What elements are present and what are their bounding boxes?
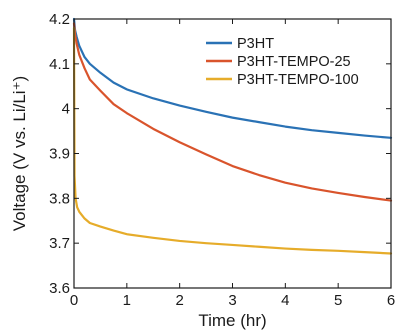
y-tick-label: 3.8 [49, 190, 70, 207]
legend-label-2: P3HT-TEMPO-25 [237, 54, 351, 70]
legend-label-1: P3HT [237, 36, 274, 52]
series-line-2 [72, 22, 393, 202]
x-axis-title: Time (hr) [198, 311, 266, 330]
ticks-layer: 0 1 2 3 4 5 6 3.6 3.7 3.8 3.9 4 4.1 4.2 [49, 11, 395, 309]
series-layer [72, 17, 393, 255]
legend: P3HT P3HT-TEMPO-25 P3HT-TEMPO-100 [206, 36, 359, 88]
x-tick-label: 3 [228, 292, 236, 309]
legend-label-3: P3HT-TEMPO-100 [237, 72, 359, 88]
x-tick-label: 6 [387, 292, 395, 309]
x-tick-label: 1 [123, 292, 131, 309]
series-line-1 [72, 17, 393, 139]
y-axis-title: Voltage (V vs. Li/Li⁺) [10, 76, 29, 231]
y-tick-label: 4.2 [49, 11, 70, 28]
x-tick-label: 0 [70, 292, 78, 309]
y-tick-label: 4.1 [49, 56, 70, 73]
y-tick-label: 4 [62, 101, 70, 118]
x-tick-label: 5 [334, 292, 342, 309]
y-tick-label: 3.7 [49, 235, 70, 252]
y-tick-label: 3.6 [49, 280, 70, 297]
x-tick-label: 4 [281, 292, 289, 309]
x-tick-label: 2 [175, 292, 183, 309]
series-line-3 [72, 26, 393, 255]
y-tick-label: 3.9 [49, 146, 70, 163]
